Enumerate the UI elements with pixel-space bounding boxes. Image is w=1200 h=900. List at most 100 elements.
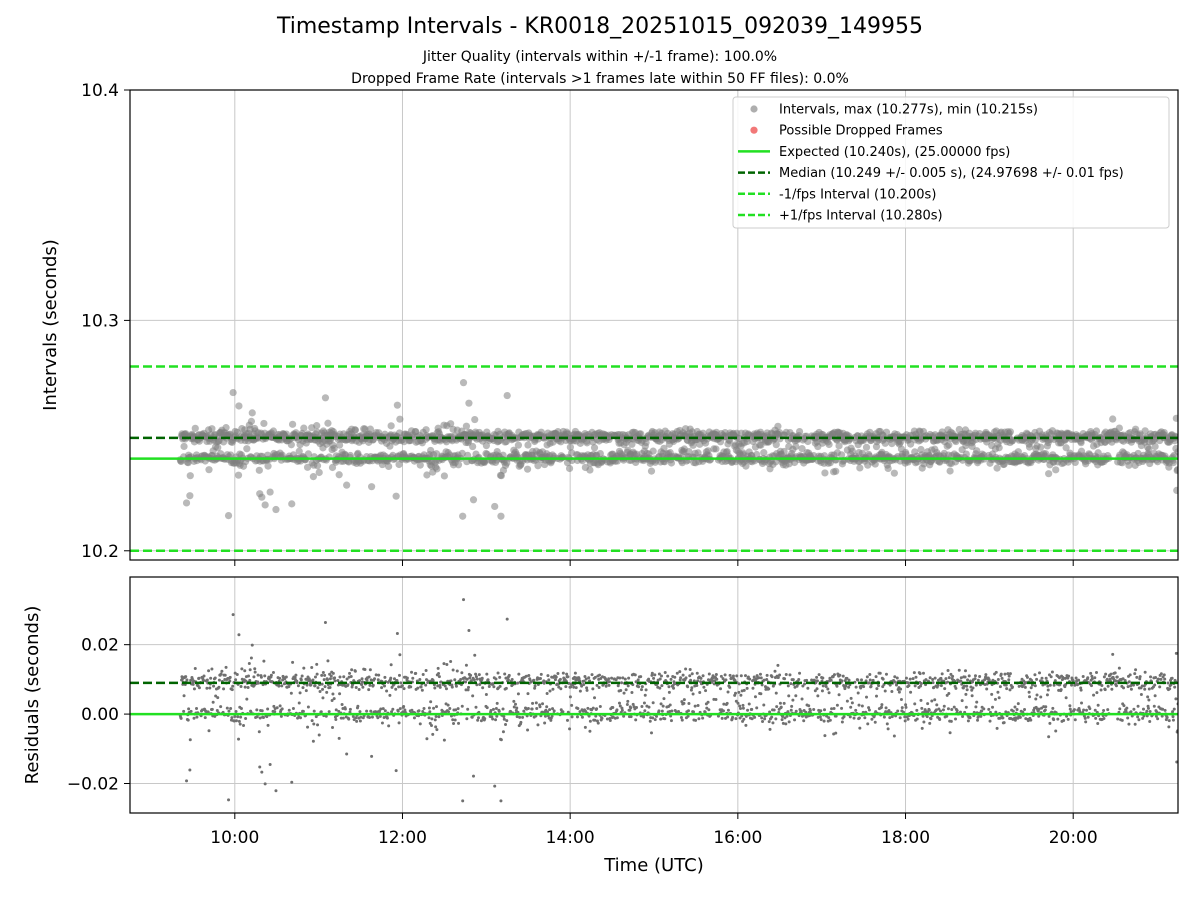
residual-point <box>940 672 944 676</box>
interval-point <box>258 493 266 501</box>
residual-point <box>291 706 295 710</box>
residual-point <box>1046 684 1050 688</box>
residual-point <box>357 687 361 691</box>
residual-point <box>1125 706 1129 710</box>
residual-point <box>854 708 858 712</box>
residual-point <box>434 705 438 709</box>
residual-point <box>485 706 489 710</box>
residual-point <box>771 684 775 688</box>
residual-point <box>434 715 438 719</box>
residual-point <box>964 705 968 709</box>
residual-point <box>794 709 798 713</box>
residual-point <box>1103 688 1107 692</box>
interval-point <box>186 472 194 480</box>
residual-point <box>690 672 694 676</box>
residual-point <box>757 676 761 680</box>
residual-point <box>624 688 628 692</box>
residual-point <box>1134 668 1138 672</box>
residual-point <box>526 706 530 710</box>
residual-point <box>340 702 344 706</box>
interval-point <box>497 512 505 520</box>
residual-point <box>928 676 932 680</box>
residual-point <box>329 674 333 678</box>
residual-point <box>1154 675 1158 679</box>
residual-point <box>618 704 622 708</box>
interval-point <box>888 440 896 448</box>
residual-point <box>195 715 199 719</box>
residual-point <box>361 685 365 689</box>
interval-point <box>1109 415 1117 423</box>
residual-point <box>319 710 323 714</box>
residual-point <box>1129 710 1133 714</box>
residual-point <box>405 676 409 680</box>
residual-point <box>941 708 945 712</box>
residual-point <box>223 673 227 677</box>
residual-point <box>688 668 692 672</box>
residual-point <box>501 707 505 711</box>
interval-point <box>234 471 243 479</box>
residuals-grid <box>130 577 1178 813</box>
residual-point <box>358 719 362 723</box>
residual-point <box>1094 670 1098 674</box>
plot-frame <box>129 89 1179 561</box>
residual-point <box>533 686 537 690</box>
residual-point <box>1141 707 1145 711</box>
residual-point <box>530 707 534 711</box>
interval-point <box>534 462 542 470</box>
residual-point <box>620 681 624 685</box>
residual-point <box>1147 687 1151 691</box>
residual-point <box>1092 693 1096 697</box>
residual-point <box>915 708 919 712</box>
residual-point <box>465 677 469 681</box>
residual-point <box>234 678 238 682</box>
interval-point <box>300 424 308 432</box>
residual-point <box>402 704 406 708</box>
residual-point <box>494 677 498 681</box>
residual-point <box>634 718 638 722</box>
residual-point <box>1048 721 1052 725</box>
residual-point <box>856 678 860 682</box>
residual-point <box>546 710 550 714</box>
residual-point <box>653 718 657 722</box>
residual-point <box>561 671 565 675</box>
residual-point <box>217 678 221 682</box>
residual-point <box>817 673 821 677</box>
residual-point <box>358 679 362 683</box>
residual-point <box>1089 671 1093 675</box>
residual-point <box>1085 708 1089 712</box>
residual-point <box>348 707 352 711</box>
residual-point <box>1093 708 1097 712</box>
residual-point <box>430 717 434 721</box>
y-axis-label: Intervals (seconds) <box>40 239 61 411</box>
residual-point <box>885 722 889 726</box>
residual-point <box>359 715 363 719</box>
residual-point <box>451 668 455 672</box>
residual-point <box>306 725 310 729</box>
residual-point <box>505 719 509 723</box>
interval-point <box>313 462 322 470</box>
residual-point <box>643 693 647 697</box>
interval-point <box>742 462 750 470</box>
residual-point <box>394 769 398 773</box>
interval-point <box>447 420 455 428</box>
residual-point <box>570 703 574 707</box>
residual-point <box>689 678 693 682</box>
interval-point <box>243 445 251 453</box>
residual-point <box>1043 708 1047 712</box>
residual-point <box>967 674 971 678</box>
interval-point <box>1145 445 1153 453</box>
interval-point <box>248 409 256 417</box>
residual-point <box>1056 717 1060 721</box>
residual-point <box>306 705 310 709</box>
residual-point <box>1153 683 1157 687</box>
residual-point <box>591 706 595 710</box>
residual-point <box>657 709 661 713</box>
legend-marker <box>750 105 758 113</box>
residual-point <box>648 719 652 723</box>
residual-point <box>856 691 860 695</box>
residual-point <box>793 718 797 722</box>
residual-point <box>186 718 190 722</box>
residual-point <box>517 672 521 676</box>
residual-point <box>239 715 243 719</box>
residual-point <box>1114 684 1118 688</box>
